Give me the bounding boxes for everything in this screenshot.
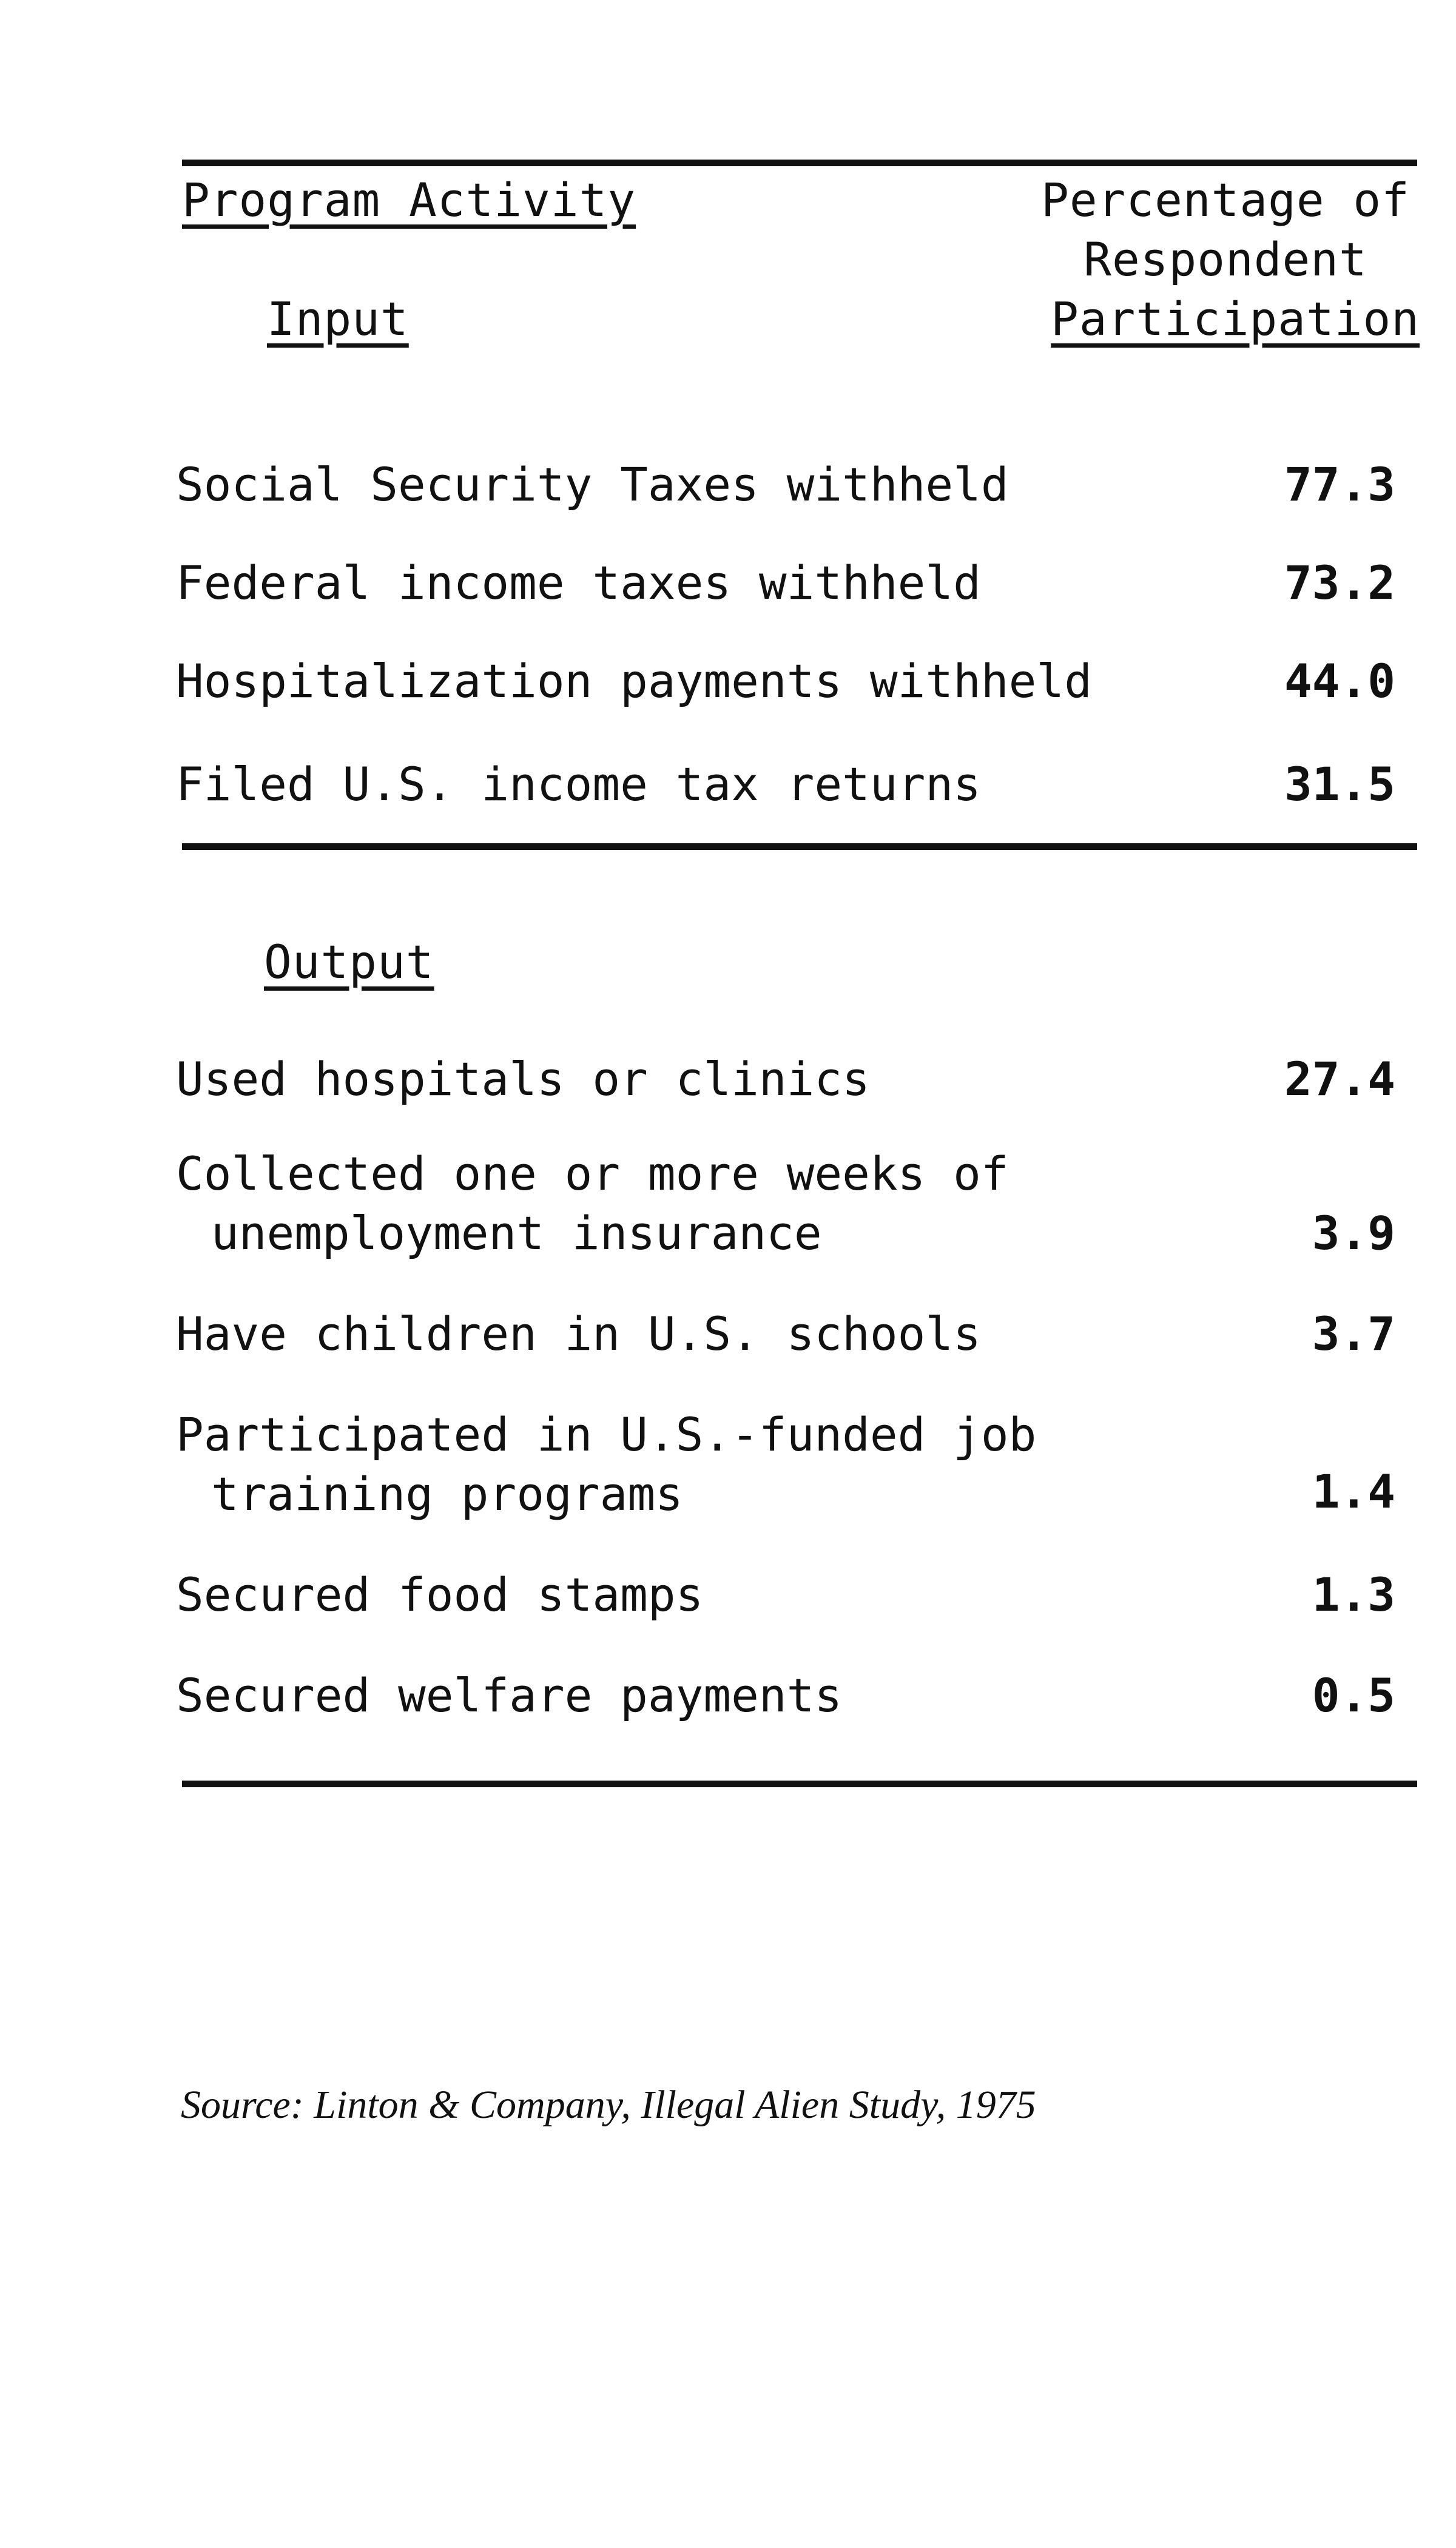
table-row-value: 3.9 xyxy=(1312,1206,1395,1260)
section-divider-rule xyxy=(182,843,1417,850)
table-row-label: Hospitalization payments withheld xyxy=(176,654,1092,708)
table-row-label: Used hospitals or clinics xyxy=(176,1052,870,1106)
table-bottom-rule xyxy=(182,1781,1417,1787)
column-header-line-3: Participation xyxy=(1051,292,1420,346)
table-row-value: 0.5 xyxy=(1312,1668,1395,1722)
table-row-value: 1.4 xyxy=(1312,1464,1395,1518)
section-title-input: Input xyxy=(267,292,409,346)
table-row-value: 77.3 xyxy=(1284,457,1395,511)
column-header-percentage: Percentage of Respondent Participation xyxy=(1031,171,1420,349)
table-row-value: 73.2 xyxy=(1284,556,1395,610)
table-row-value: 27.4 xyxy=(1284,1052,1395,1106)
table-row-label-line-1: Participated in U.S.-funded job xyxy=(176,1407,1037,1461)
table-row-value: 1.3 xyxy=(1312,1568,1395,1622)
table-row-label-line-2: training programs xyxy=(211,1467,683,1521)
column-header-line-2: Respondent xyxy=(1084,232,1367,286)
column-header-line-1: Percentage of xyxy=(1041,173,1410,227)
table-row-label: Filed U.S. income tax returns xyxy=(176,757,981,811)
table-row-label: Secured welfare payments xyxy=(176,1668,843,1722)
table-row-label-line-1: Collected one or more weeks of xyxy=(176,1147,1009,1201)
table-row-label: Participated in U.S.-funded job training… xyxy=(176,1405,1036,1524)
table-row-label: Social Security Taxes withheld xyxy=(176,457,1009,511)
table-row-label: Have children in U.S. schools xyxy=(176,1307,981,1361)
table-row-label-line-2: unemployment insurance xyxy=(211,1206,822,1260)
table-top-rule xyxy=(182,160,1417,166)
table-row-label: Federal income taxes withheld xyxy=(176,556,981,610)
table-row-value: 31.5 xyxy=(1284,757,1395,811)
table-row-label: Secured food stamps xyxy=(176,1568,704,1622)
table-row-value: 3.7 xyxy=(1312,1307,1395,1361)
table-row-value: 44.0 xyxy=(1284,654,1395,708)
source-citation: Source: Linton & Company, Illegal Alien … xyxy=(181,2083,1036,2127)
table-row-label: Collected one or more weeks of unemploym… xyxy=(176,1144,1009,1263)
section-title-output: Output xyxy=(264,935,434,989)
column-header-program-activity: Program Activity xyxy=(182,173,636,227)
